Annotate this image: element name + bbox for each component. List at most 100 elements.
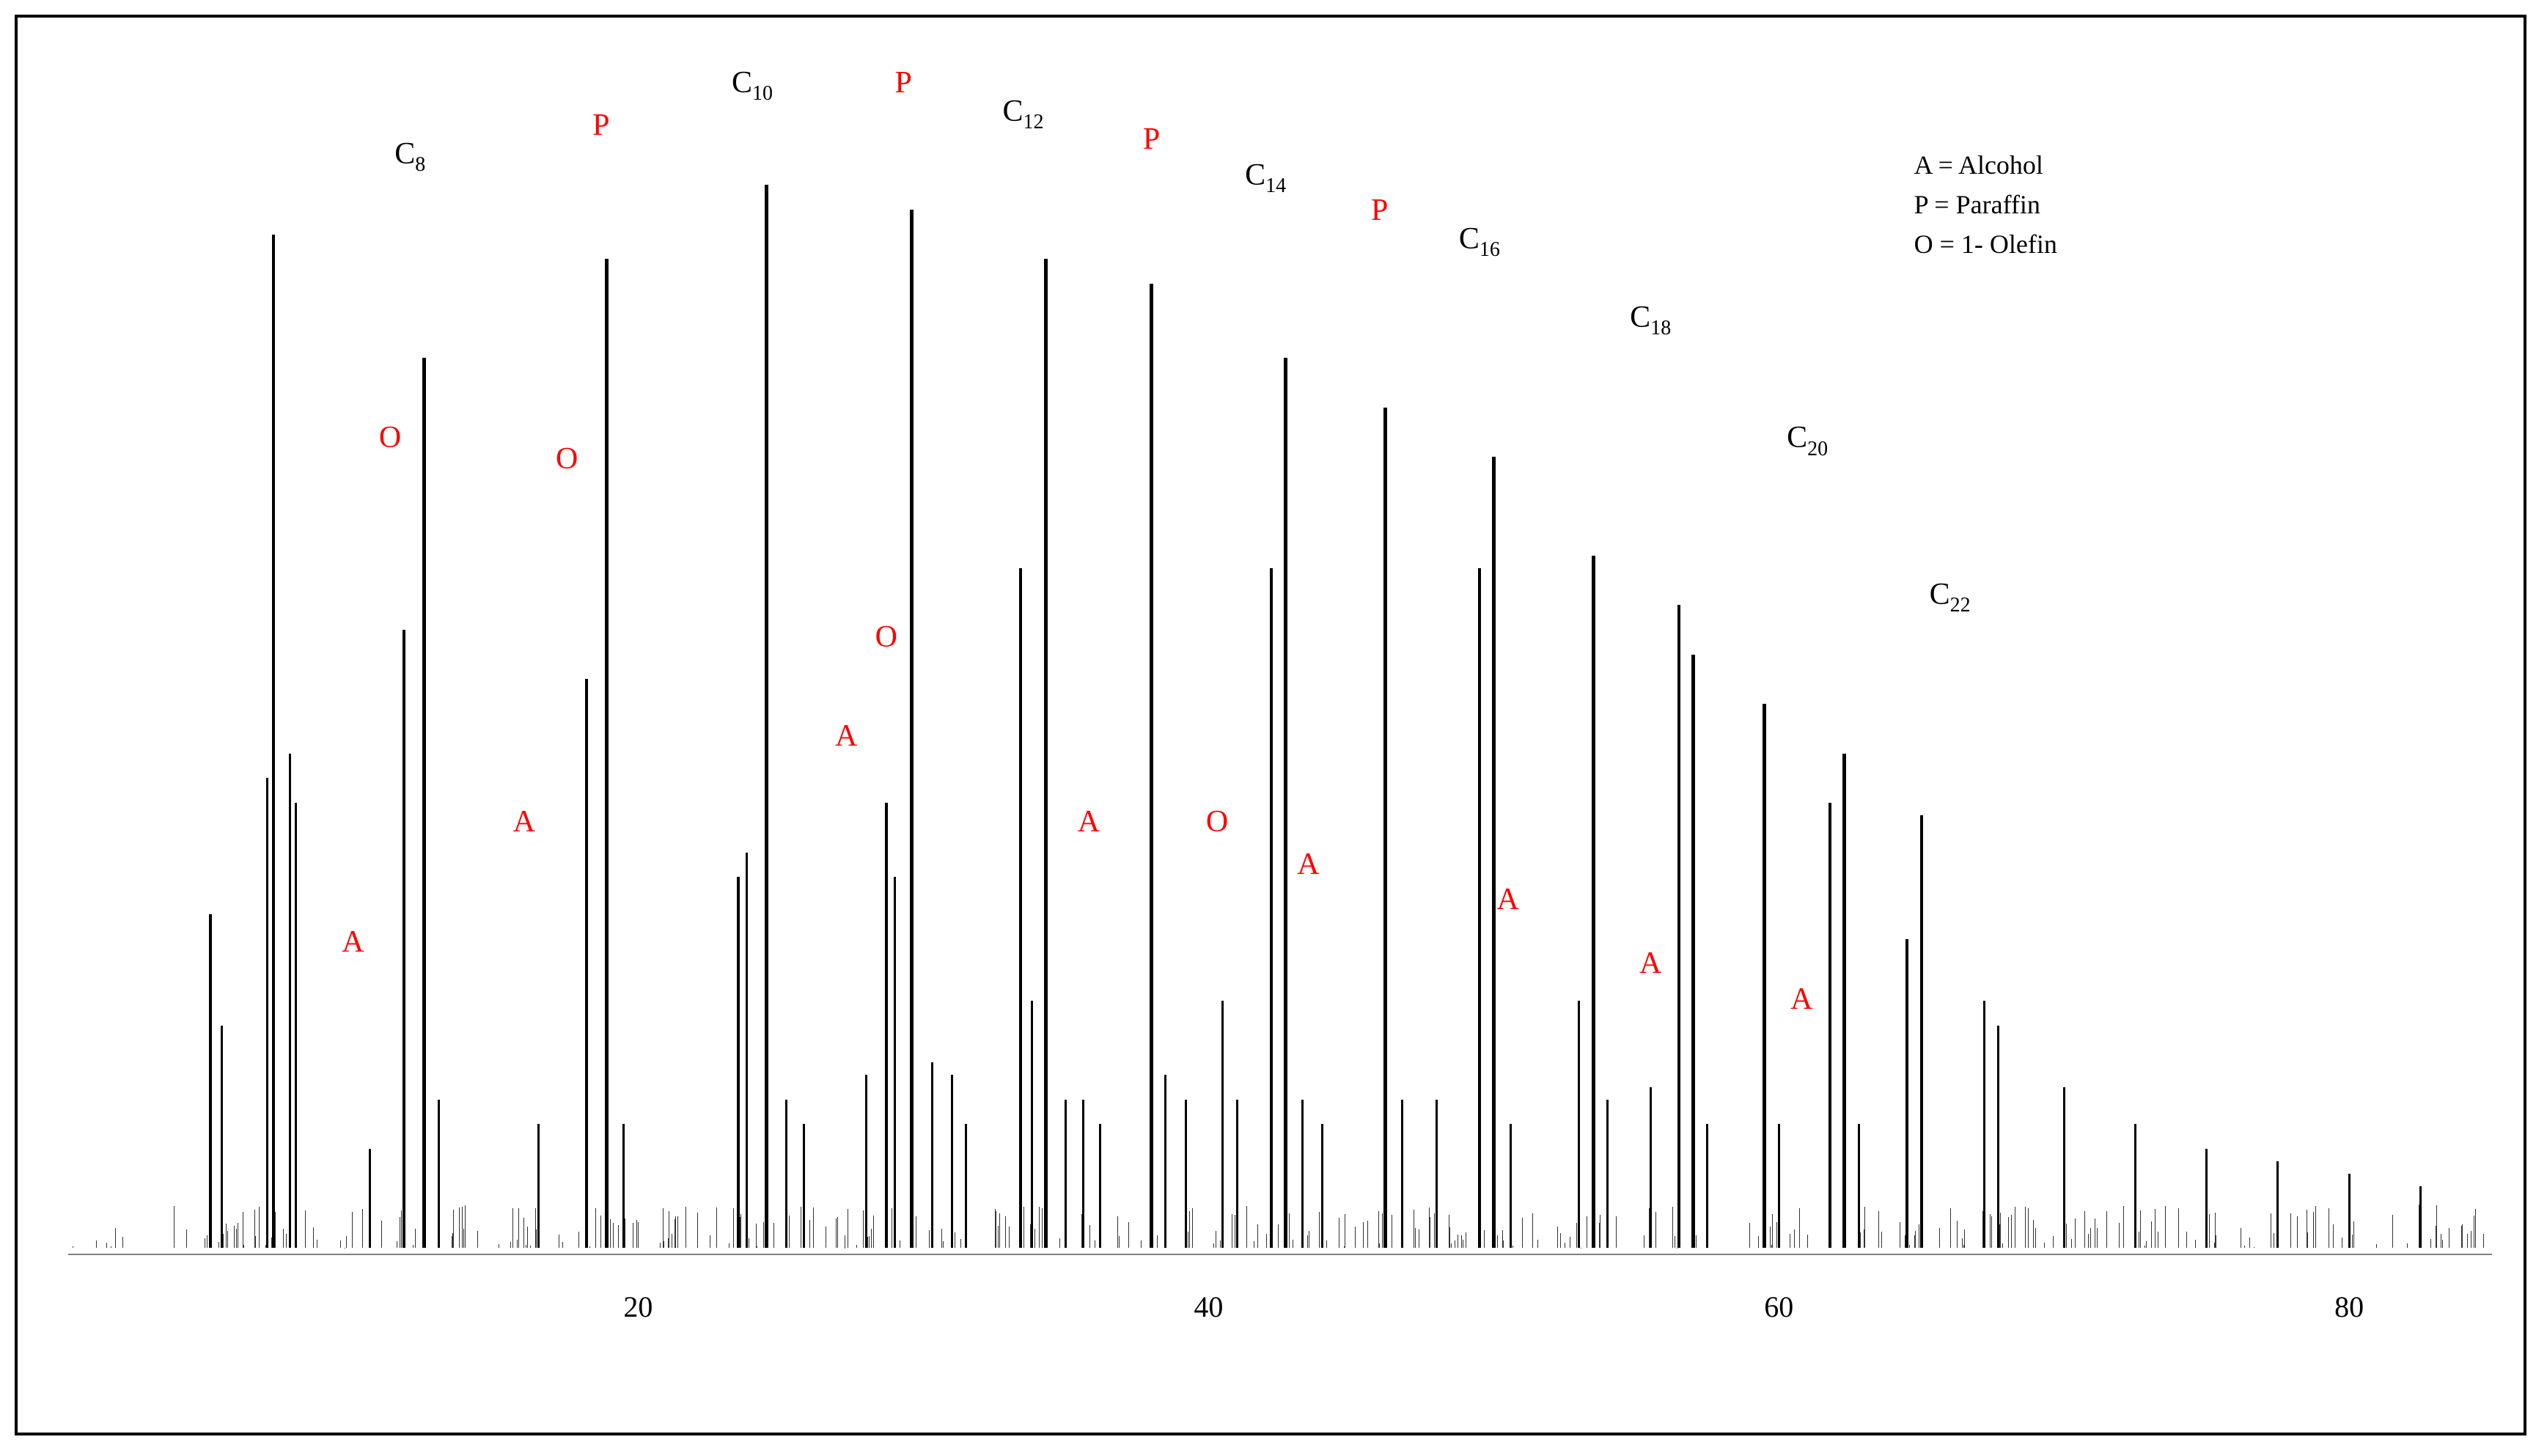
noise-spike [613,1223,614,1248]
chromatogram-peak [1150,284,1153,1248]
noise-spike [1034,1229,1035,1248]
noise-spike [2353,1221,2354,1248]
noise-spike [2297,1216,2298,1248]
noise-spike [1484,1230,1485,1248]
noise-spike [523,1218,524,1248]
noise-spike [510,1242,511,1248]
chromatogram-peak [1082,1100,1084,1248]
noise-spike [1379,1243,1380,1248]
noise-spike [1307,1235,1308,1248]
chromatogram-peak [1677,605,1680,1248]
annotation-text: A [1639,946,1661,980]
noise-spike [1213,1243,1214,1248]
noise-spike [255,1236,256,1248]
chromatogram-peak [1578,1001,1580,1248]
noise-spike [773,1223,774,1248]
chromatogram-peak [1920,815,1923,1248]
noise-spike [1557,1227,1558,1248]
noise-spike [2000,1213,2001,1248]
noise-spike [2008,1217,2009,1248]
x-axis-baseline [68,1254,2492,1255]
noise-spike [1119,1236,1120,1248]
noise-spike [1990,1214,1991,1248]
annotation-text: O [379,421,401,455]
chromatogram-peak [1019,568,1022,1248]
noise-spike [352,1212,353,1248]
noise-spike [2313,1212,2314,1248]
noise-spike [517,1240,518,1248]
noise-spike [1794,1229,1795,1248]
noise-spike [809,1220,810,1248]
chromatogram-peak [1401,1100,1403,1248]
annotation-text: P [592,109,609,142]
noise-spike [2140,1213,2141,1248]
noise-spike [254,1210,255,1248]
legend-line: O = 1- Olefin [1914,224,2057,264]
noise-spike [2146,1241,2147,1248]
chromatogram-peak [403,630,405,1248]
noise-spike [243,1245,244,1248]
noise-spike [527,1227,528,1248]
chromatogram-peak [221,1026,223,1248]
peak-annotation: P [1143,124,1160,155]
chromatogram-peak [865,1075,867,1248]
noise-spike [2483,1234,2484,1248]
noise-spike [2044,1243,2045,1248]
noise-spike [1909,1245,1910,1248]
annotation-subscript: 10 [752,82,773,105]
noise-spike [1655,1212,1656,1248]
noise-spike [1771,1245,1772,1248]
noise-spike [2151,1221,2152,1248]
noise-spike [1023,1207,1024,1248]
noise-spike [1451,1243,1452,1248]
chromatogram-peak [1510,1124,1512,1248]
noise-spike [999,1213,1000,1248]
peak-annotation: O [1206,806,1228,837]
noise-spike [941,1229,942,1248]
noise-spike [1696,1235,1697,1248]
chromatogram-peak [1829,803,1831,1248]
noise-spike [1560,1233,1561,1248]
noise-spike [1672,1207,1673,1248]
noise-spike [2462,1224,2463,1248]
noise-spike [1963,1245,1964,1248]
legend-line: A = Alcohol [1914,145,2057,185]
peak-annotation: P [1371,195,1388,226]
annotation-subscript: 12 [1023,111,1044,133]
noise-spike [1378,1211,1379,1248]
noise-spike [789,1216,790,1248]
peak-annotation: A [1790,984,1812,1015]
chromatogram-peak [1691,655,1695,1248]
chromatogram-peak [295,803,297,1248]
noise-spike [2165,1206,2166,1248]
annotation-text: P [894,66,911,100]
noise-spike [1991,1216,1992,1248]
peak-annotation: C10 [732,67,773,100]
noise-spike [1522,1218,1523,1248]
annotation-text: A [1078,805,1100,839]
noise-spike [2186,1232,2187,1248]
peak-annotation: A [1497,884,1519,915]
peak-annotation: C20 [1787,422,1828,455]
noise-spike [2430,1239,2431,1248]
noise-spike [1497,1235,1498,1248]
chromatogram-peak [1099,1124,1101,1248]
peak-annotation: C8 [394,139,425,171]
noise-spike [462,1223,463,1248]
peak-annotation: P [592,110,609,141]
chromatogram-peak [1997,1026,1999,1248]
chromatogram-peak [1858,1124,1860,1248]
annotation-text: A [1497,883,1519,916]
peak-annotation: O [379,422,401,453]
chromatogram-peak [1606,1100,1609,1248]
noise-spike [1532,1213,1533,1248]
x-tick-label: 20 [623,1290,653,1324]
noise-spike [453,1210,454,1249]
x-tick-label: 60 [1764,1290,1793,1324]
chromatogram-peak [1778,1124,1780,1248]
noise-spike [1502,1230,1503,1249]
noise-spike [1807,1235,1808,1248]
chromatogram-peak [1905,939,1908,1249]
annotation-subscript: 14 [1265,174,1286,197]
chromatogram-peak [2348,1174,2351,1248]
